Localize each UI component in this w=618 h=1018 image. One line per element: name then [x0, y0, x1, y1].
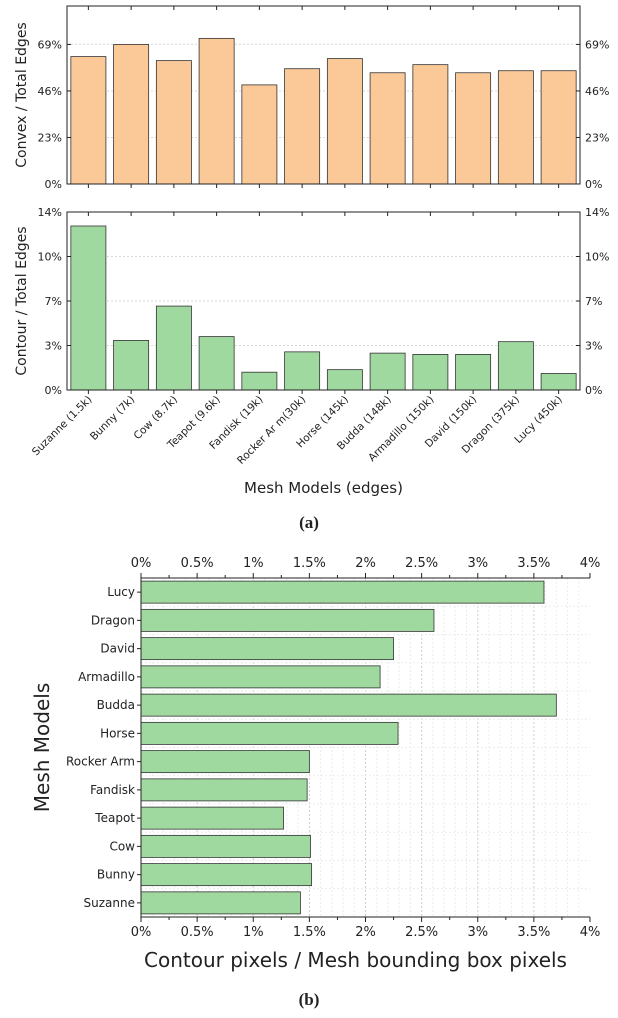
bar — [198, 37, 235, 185]
y-tick-label: 10% — [38, 251, 62, 264]
bar — [113, 340, 150, 391]
bar — [155, 60, 192, 185]
chart-convex: 0% 0% 23% 23% 46% 46% 69% 69% Convex / Total Edg… — [14, 5, 609, 191]
y-tick-label-right: 46% — [585, 85, 609, 98]
bar — [140, 721, 399, 745]
bar — [326, 369, 363, 391]
x-axis-label: Contour pixels / Mesh bounding box pixel… — [144, 948, 567, 972]
bar — [140, 778, 308, 802]
bar — [140, 863, 313, 887]
bar — [140, 693, 557, 717]
x-tick-label: 0% — [131, 925, 152, 940]
bar — [284, 351, 321, 391]
y-tick-label: 23% — [38, 131, 62, 144]
bar — [241, 84, 278, 185]
y-tick-label-right: 0% — [585, 384, 602, 397]
y-tick-label: 14% — [38, 206, 62, 219]
x-tick-label: 0.5% — [181, 925, 214, 940]
x-tick-label: 2.5% — [405, 925, 438, 940]
y-tick-label: 0% — [45, 384, 62, 397]
y-tick-label-right: 10% — [585, 251, 609, 264]
category-label: Teapot — [94, 811, 135, 825]
bar — [140, 665, 381, 689]
y-tick-label: 46% — [38, 85, 62, 98]
x-tick-label: 4% — [580, 925, 601, 940]
bar — [140, 750, 310, 774]
x-tick-label-top: 0.5% — [181, 556, 214, 571]
chart-contour: 0% 0% 3% 3% 7% 7% 10% 10% 14% 14% Contour / Total … — [14, 206, 609, 497]
bar — [455, 72, 492, 185]
bar — [412, 64, 449, 185]
bar — [70, 56, 107, 185]
category-label: Lucy — [107, 585, 135, 599]
x-tick-label-top: 1% — [243, 556, 264, 571]
y-tick-label: 7% — [45, 295, 62, 308]
bar — [198, 336, 235, 391]
category-label: Horse — [100, 726, 135, 740]
bar — [241, 371, 278, 391]
y-axis-label: Convex / Total Edges — [14, 22, 30, 167]
x-tick-label-top: 4% — [580, 556, 601, 571]
category-label: Cow — [109, 839, 135, 853]
category-label: Suzanne (1.5k) — [30, 394, 95, 459]
x-tick-label: 1% — [243, 925, 264, 940]
x-tick-label-top: 3% — [467, 556, 488, 571]
bar — [140, 608, 435, 632]
y-tick-label-right: 23% — [585, 131, 609, 144]
category-label: Budda — [97, 698, 135, 712]
bar — [140, 891, 301, 915]
y-tick-label: 69% — [38, 38, 62, 51]
x-tick-label-top: 0% — [131, 556, 152, 571]
bar — [140, 806, 284, 830]
y-tick-label-right: 3% — [585, 340, 602, 353]
bar — [369, 352, 406, 391]
bar — [155, 305, 192, 391]
x-tick-label: 2% — [355, 925, 376, 940]
x-tick-label-top: 3.5% — [517, 556, 550, 571]
bar — [455, 353, 492, 391]
y-tick-label-right: 0% — [585, 178, 602, 191]
y-tick-label: 3% — [45, 340, 62, 353]
bar — [284, 68, 321, 185]
y-axis-label: Contour / Total Edges — [14, 226, 30, 375]
bar — [412, 353, 449, 391]
x-tick-label: 3.5% — [517, 925, 550, 940]
bar — [497, 341, 534, 391]
bar — [326, 58, 363, 185]
x-axis-label: Mesh Models (edges) — [244, 479, 403, 497]
chart-pixels: Lucy Dragon David Armadillo Budda Horse Rocker… — [30, 556, 600, 972]
y-tick-label-right: 7% — [585, 295, 602, 308]
x-tick-label-top: 2.5% — [405, 556, 438, 571]
y-tick-label-right: 69% — [585, 38, 609, 51]
category-label: Bunny (7k) — [88, 394, 137, 443]
x-tick-label-top: 1.5% — [293, 556, 326, 571]
plot-frame — [66, 5, 581, 185]
bar — [540, 70, 577, 185]
bar — [140, 580, 545, 604]
category-label: Dragon — [91, 613, 135, 627]
caption-a: (a) — [299, 513, 319, 532]
bar — [497, 70, 534, 185]
y-tick-label: 0% — [45, 178, 62, 191]
bar — [540, 373, 577, 391]
bar — [140, 834, 311, 858]
bar — [140, 637, 394, 661]
bar — [70, 225, 107, 391]
category-label: Armadillo — [78, 670, 135, 684]
y-tick-label-right: 14% — [585, 206, 609, 219]
bar — [369, 72, 406, 185]
x-tick-label: 3% — [467, 925, 488, 940]
category-label: Rocker Arm — [66, 755, 135, 769]
category-label: Suzanne — [84, 896, 135, 910]
caption-b: (b) — [299, 990, 320, 1009]
category-label: Fandisk — [90, 783, 135, 797]
y-axis-label: Mesh Models — [30, 683, 54, 812]
x-tick-label: 1.5% — [293, 925, 326, 940]
category-label: David — [100, 642, 135, 656]
x-tick-label-top: 2% — [355, 556, 376, 571]
bar — [113, 44, 150, 185]
category-label: Bunny — [97, 868, 135, 882]
